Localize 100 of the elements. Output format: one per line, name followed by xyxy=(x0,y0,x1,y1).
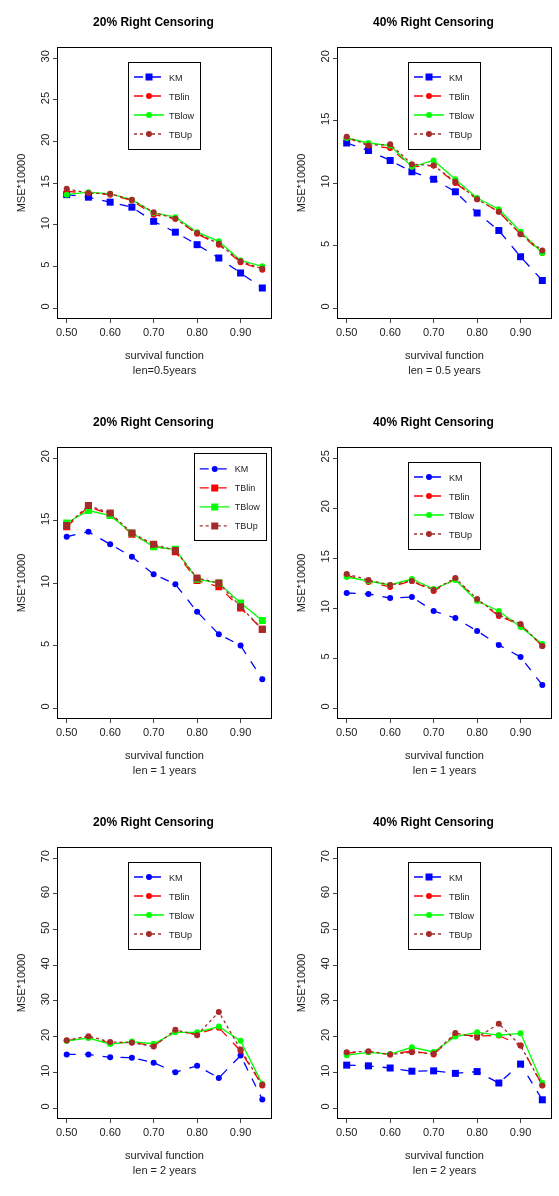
y-tick-label: 10 xyxy=(38,1064,51,1077)
legend-label: TBlow xyxy=(169,910,195,921)
y-tick-label: 20 xyxy=(318,500,331,513)
legend-label: TBlin xyxy=(449,491,470,502)
legend-label: TBlow xyxy=(169,110,195,121)
y-tick-label: 10 xyxy=(38,575,51,588)
y-tick-label: 5 xyxy=(318,653,331,660)
legend-label: KM xyxy=(449,472,463,483)
y-tick-label: 70 xyxy=(318,850,331,863)
x-tick-label: 0.70 xyxy=(142,326,165,339)
y-tick-label: 40 xyxy=(38,957,51,970)
y-tick-label: 0 xyxy=(318,303,331,310)
y-tick-label: 25 xyxy=(38,91,51,105)
y-tick-label: 5 xyxy=(38,261,51,268)
y-tick-label: 20 xyxy=(38,1028,51,1042)
y-tick-label: 20 xyxy=(318,1028,331,1042)
y-tick-label: 60 xyxy=(38,885,51,899)
x-tick-label: 0.80 xyxy=(466,726,488,739)
x-axis-title: survival function len = 1 years xyxy=(125,749,204,776)
y-tick-label: 0 xyxy=(318,1103,331,1110)
y-tick-label: 60 xyxy=(318,885,331,899)
x-tick-label: 0.90 xyxy=(229,1126,252,1139)
x-tick-label: 0.90 xyxy=(229,726,252,739)
legend-label: KM xyxy=(234,464,249,475)
y-tick-label: 25 xyxy=(318,450,331,463)
x-tick-label: 0.70 xyxy=(142,726,165,739)
y-axis-title: MSE*10000 xyxy=(15,553,28,613)
y-tick-label: 0 xyxy=(38,1103,51,1110)
y-tick-label: 0 xyxy=(318,703,331,710)
y-tick-label: 10 xyxy=(318,600,331,613)
y-tick-label: 20 xyxy=(38,450,51,463)
legend-label: TBlow xyxy=(449,910,475,921)
y-tick-label: 20 xyxy=(38,133,51,146)
legend-label: KM xyxy=(169,872,183,883)
x-axis-title: survival function len = 2 years xyxy=(405,1149,484,1176)
x-tick-label: 0.50 xyxy=(335,726,358,739)
chart-title: 20% Right Censoring xyxy=(93,15,214,30)
y-axis-title: MSE*10000 xyxy=(295,153,308,213)
y-tick-label: 0 xyxy=(38,703,51,710)
x-tick-label: 0.60 xyxy=(379,1126,401,1139)
x-tick-label: 0.80 xyxy=(466,1126,488,1139)
y-tick-label: 15 xyxy=(318,112,331,125)
y-tick-label: 10 xyxy=(318,1064,331,1077)
y-axis-title: MSE*10000 xyxy=(295,953,308,1013)
y-tick-label: 5 xyxy=(38,640,51,647)
chart-title: 20% Right Censoring xyxy=(93,815,214,830)
legend-label: KM xyxy=(449,72,463,83)
y-tick-label: 50 xyxy=(318,921,331,934)
y-tick-label: 0 xyxy=(38,303,51,310)
x-tick-label: 0.50 xyxy=(55,726,78,739)
x-tick-label: 0.70 xyxy=(142,1126,165,1139)
y-tick-label: 5 xyxy=(318,240,331,247)
x-axis-title: survival function len=0.5years xyxy=(125,349,204,376)
y-tick-label: 30 xyxy=(318,993,331,1006)
x-tick-label: 0.50 xyxy=(335,326,358,339)
y-tick-label: 50 xyxy=(38,921,51,934)
x-tick-label: 0.90 xyxy=(229,326,252,339)
legend-label: TBlow xyxy=(449,510,475,521)
y-tick-label: 30 xyxy=(38,993,51,1006)
chart-title: 20% Right Censoring xyxy=(93,415,214,430)
legend-label: TBlin xyxy=(234,483,256,494)
x-tick-label: 0.60 xyxy=(379,326,401,339)
x-tick-label: 0.80 xyxy=(466,326,488,339)
y-tick-label: 30 xyxy=(38,50,51,63)
x-axis-title: survival function len = 1 years xyxy=(405,749,484,776)
y-tick-label: 15 xyxy=(38,512,51,525)
legend-label: TBlow xyxy=(234,502,261,513)
legend-label: TBlin xyxy=(449,91,470,102)
legend-label: TBUp xyxy=(234,521,258,532)
x-tick-label: 0.90 xyxy=(509,326,532,339)
y-axis-title: MSE*10000 xyxy=(15,153,28,213)
y-tick-label: 10 xyxy=(38,216,51,230)
chart-title: 40% Right Censoring xyxy=(373,815,494,830)
x-tick-label: 0.60 xyxy=(99,726,121,739)
legend-label: TBUp xyxy=(449,929,473,940)
x-tick-label: 0.60 xyxy=(99,326,121,339)
y-tick-label: 70 xyxy=(38,850,51,863)
x-tick-label: 0.90 xyxy=(509,726,532,739)
legend-label: TBUp xyxy=(449,529,473,540)
y-tick-label: 10 xyxy=(318,175,331,188)
x-axis-title: survival function len = 2 years xyxy=(125,1149,204,1176)
y-tick-label: 15 xyxy=(38,175,51,188)
x-tick-label: 0.50 xyxy=(55,326,78,339)
x-tick-label: 0.80 xyxy=(186,1126,208,1139)
x-tick-label: 0.70 xyxy=(422,726,445,739)
legend-label: TBlin xyxy=(449,891,470,902)
x-tick-label: 0.70 xyxy=(422,1126,445,1139)
legend-label: TBUp xyxy=(169,129,193,140)
x-tick-label: 0.70 xyxy=(422,326,445,339)
x-tick-label: 0.60 xyxy=(379,726,401,739)
chart-title: 40% Right Censoring xyxy=(373,15,494,30)
x-tick-label: 0.60 xyxy=(99,1126,121,1139)
y-tick-label: 15 xyxy=(318,550,331,563)
x-tick-label: 0.50 xyxy=(335,1126,358,1139)
legend-label: TBlow xyxy=(449,110,475,121)
legend-label: TBlin xyxy=(169,891,190,902)
x-tick-label: 0.80 xyxy=(186,326,208,339)
x-axis-title: survival function len = 0.5 years xyxy=(405,349,484,376)
legend-label: KM xyxy=(449,872,463,883)
x-tick-label: 0.80 xyxy=(186,726,208,739)
